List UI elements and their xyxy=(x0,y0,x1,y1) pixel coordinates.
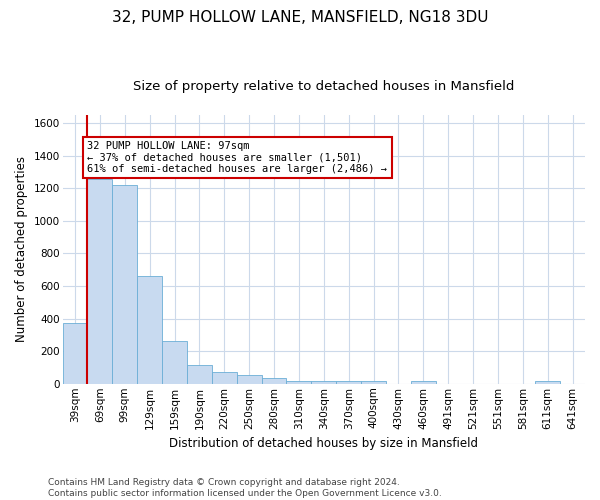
Bar xyxy=(411,381,436,384)
Bar xyxy=(311,381,336,384)
Bar xyxy=(88,178,112,384)
Bar xyxy=(112,185,137,384)
Bar xyxy=(262,378,286,384)
Bar xyxy=(237,375,262,384)
Y-axis label: Number of detached properties: Number of detached properties xyxy=(15,156,28,342)
Text: Contains HM Land Registry data © Crown copyright and database right 2024.
Contai: Contains HM Land Registry data © Crown c… xyxy=(48,478,442,498)
Bar xyxy=(212,372,237,384)
Text: 32, PUMP HOLLOW LANE, MANSFIELD, NG18 3DU: 32, PUMP HOLLOW LANE, MANSFIELD, NG18 3D… xyxy=(112,10,488,25)
Bar xyxy=(361,381,386,384)
Bar xyxy=(62,324,88,384)
X-axis label: Distribution of detached houses by size in Mansfield: Distribution of detached houses by size … xyxy=(169,437,478,450)
Bar xyxy=(137,276,162,384)
Bar xyxy=(187,365,212,384)
Bar xyxy=(336,381,361,384)
Text: 32 PUMP HOLLOW LANE: 97sqm
← 37% of detached houses are smaller (1,501)
61% of s: 32 PUMP HOLLOW LANE: 97sqm ← 37% of deta… xyxy=(88,141,388,174)
Title: Size of property relative to detached houses in Mansfield: Size of property relative to detached ho… xyxy=(133,80,514,93)
Bar xyxy=(162,342,187,384)
Bar xyxy=(286,380,311,384)
Bar xyxy=(535,380,560,384)
